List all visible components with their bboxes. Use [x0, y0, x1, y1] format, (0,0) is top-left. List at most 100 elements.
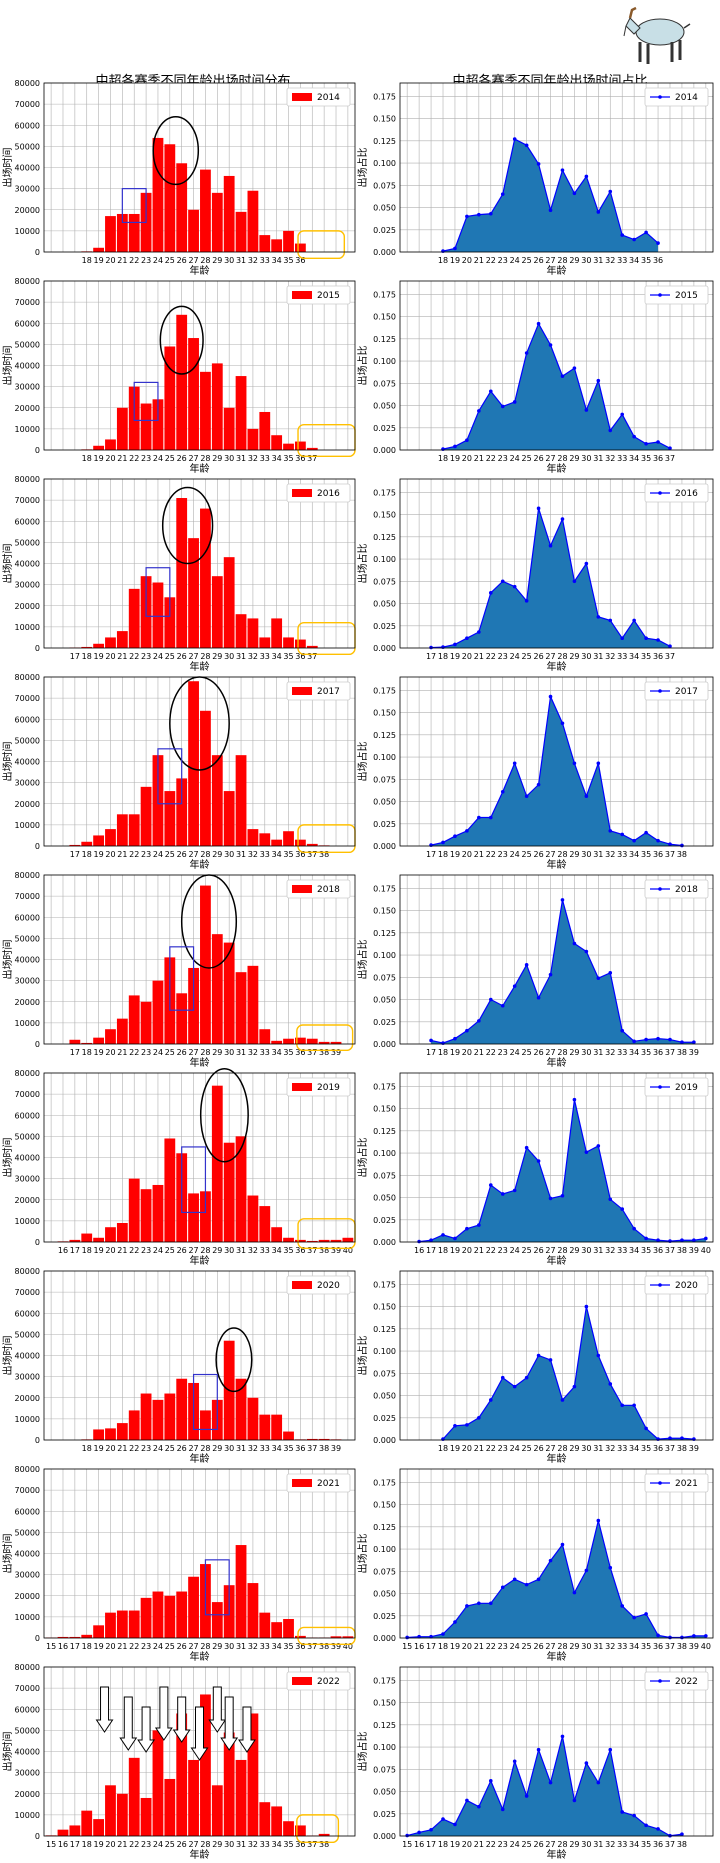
data-point [441, 1632, 445, 1636]
bar [223, 407, 235, 450]
bar [140, 786, 152, 846]
bar [93, 1237, 105, 1242]
data-point [572, 1798, 577, 1803]
data-point [608, 189, 613, 194]
x-tick-label: 23 [141, 1840, 151, 1849]
x-tick-label: 31 [593, 1048, 603, 1057]
x-tick-label: 26 [177, 850, 187, 859]
x-tick-label: 34 [629, 1444, 639, 1453]
data-point [668, 1635, 672, 1640]
bar [283, 1821, 294, 1836]
x-tick-label: 38 [319, 1444, 329, 1453]
y-tick-label: 60000 [15, 319, 40, 328]
x-tick-label: 19 [94, 850, 104, 859]
bar [271, 239, 283, 252]
y-tick-label: 0.025 [373, 1612, 396, 1621]
bar [176, 314, 188, 450]
bar [271, 1414, 283, 1440]
y-tick-label: 0.000 [373, 644, 396, 653]
x-tick-label: 17 [70, 1048, 80, 1057]
y-tick-label: 0.000 [373, 446, 396, 455]
y-tick-label: 0.025 [373, 1414, 396, 1423]
y-tick-label: 50000 [15, 934, 40, 943]
x-tick-label: 20 [105, 850, 115, 859]
x-tick-label: 34 [629, 454, 639, 463]
y-tick-label: 40000 [15, 362, 40, 371]
data-point [488, 1601, 493, 1606]
x-tick-label: 35 [283, 1444, 293, 1453]
x-tick-label: 25 [522, 652, 532, 661]
x-tick-label: 39 [689, 1246, 699, 1255]
x-tick-label: 28 [200, 652, 210, 661]
x-tick-label: 31 [236, 1246, 246, 1255]
x-tick-label: 20 [462, 1840, 472, 1849]
x-tick-label: 18 [82, 850, 92, 859]
x-tick-label: 22 [129, 652, 139, 661]
x-tick-label: 35 [641, 1048, 651, 1057]
bar [116, 213, 128, 252]
x-tick-label: 39 [331, 1642, 341, 1651]
x-tick-label: 32 [248, 1840, 258, 1849]
x-tick-label: 25 [165, 454, 175, 463]
y-tick-label: 0.150 [373, 511, 396, 520]
bar [318, 1041, 330, 1044]
bar [283, 1618, 294, 1638]
bar [81, 1634, 93, 1638]
area-fill [431, 508, 670, 648]
data-point [560, 1398, 565, 1402]
y-tick-label: 0.175 [373, 1478, 396, 1487]
y-tick-label: 20000 [15, 800, 40, 809]
bar [247, 1713, 259, 1836]
x-tick-label: 31 [593, 256, 603, 265]
x-tick-label: 30 [224, 454, 234, 463]
x-tick-label: 36 [295, 1840, 305, 1849]
y-tick-label: 0.075 [373, 775, 396, 784]
data-point [680, 1832, 684, 1837]
y-tick-label: 0.175 [373, 1082, 396, 1091]
data-point [620, 832, 625, 837]
y-tick-label: 0.075 [373, 577, 396, 586]
legend-label: 2018 [675, 885, 698, 895]
data-point [453, 1036, 457, 1041]
x-tick-label: 40 [701, 1246, 711, 1255]
y-axis-label: 出场占比 [356, 1138, 369, 1178]
y-tick-label: 80000 [15, 1069, 40, 1078]
bar [211, 192, 223, 252]
plot-frame [43, 1468, 356, 1639]
x-tick-label: 18 [438, 256, 448, 265]
x-tick-label: 24 [153, 1246, 163, 1255]
legend-marker [658, 293, 662, 297]
bar [105, 1227, 116, 1242]
x-tick-label: 31 [236, 256, 246, 265]
y-tick-label: 0.050 [373, 204, 396, 213]
bar [140, 1393, 152, 1440]
y-tick-label: 30000 [15, 977, 40, 986]
bar [140, 403, 152, 450]
y-tick-label: 0.025 [373, 424, 396, 433]
x-tick-label: 25 [522, 1444, 532, 1453]
highlight-box [145, 567, 171, 617]
x-tick-label: 29 [569, 1642, 579, 1651]
plot-frame [43, 874, 356, 1045]
x-tick-label: 22 [129, 1642, 139, 1651]
data-point [560, 168, 565, 172]
x-tick-label: 33 [260, 850, 270, 859]
x-tick-label: 26 [177, 1048, 187, 1057]
x-tick-label: 32 [248, 652, 258, 661]
y-tick-label: 70000 [15, 1090, 40, 1099]
data-point [524, 599, 529, 603]
data-point [644, 1236, 648, 1241]
x-tick-label: 22 [486, 1444, 496, 1453]
bar [306, 645, 318, 648]
data-point [620, 1207, 625, 1211]
data-point [608, 1197, 613, 1202]
y-tick-label: 0.150 [373, 1699, 396, 1708]
x-tick-label: 34 [272, 256, 282, 265]
bar [223, 942, 235, 1044]
x-tick-label: 38 [319, 1246, 329, 1255]
x-tick-label: 29 [569, 1048, 579, 1057]
data-point [536, 162, 541, 166]
bar [176, 1713, 188, 1836]
x-tick-label: 33 [260, 652, 270, 661]
legend-box [286, 879, 351, 899]
